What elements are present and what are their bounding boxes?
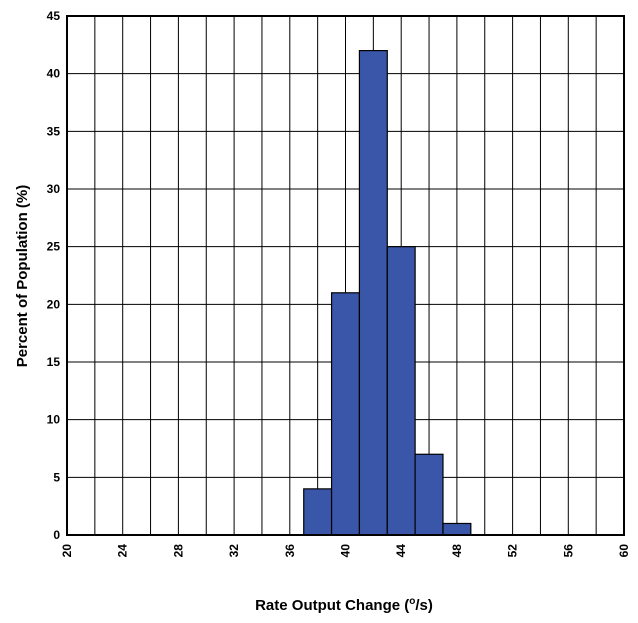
histogram-bar xyxy=(414,453,444,536)
y-tick-label: 40 xyxy=(47,67,61,81)
x-tick-label: 56 xyxy=(561,544,575,558)
y-tick-label: 45 xyxy=(47,9,61,23)
x-tick-label: 60 xyxy=(617,544,631,558)
histogram-bars xyxy=(303,49,472,536)
histogram-bar xyxy=(303,488,333,536)
x-tick-label: 44 xyxy=(394,544,408,558)
grid-lines xyxy=(67,16,624,535)
histogram-bar xyxy=(358,49,388,536)
x-axis-title-tail: /s) xyxy=(415,597,433,614)
histogram-bar xyxy=(330,292,361,536)
histogram-bar xyxy=(386,246,416,536)
histogram-bar xyxy=(442,522,472,536)
y-tick-label: 0 xyxy=(53,528,60,542)
y-tick-label: 5 xyxy=(53,470,60,484)
y-axis-title: Percent of Population (%) xyxy=(14,185,31,368)
y-tick-labels: 0 5 10 15 20 25 30 35 40 45 xyxy=(47,9,61,542)
y-tick-label: 35 xyxy=(47,124,61,138)
y-tick-label: 30 xyxy=(47,182,61,196)
y-tick-label: 10 xyxy=(47,413,61,427)
x-tick-label: 32 xyxy=(227,544,241,558)
plot-frame xyxy=(66,15,625,536)
y-tick-label: 20 xyxy=(47,297,61,311)
x-axis-title-superscript: o xyxy=(409,596,415,607)
x-axis-title: Rate Output Change (o/s) xyxy=(255,596,433,614)
y-tick-label: 15 xyxy=(47,355,61,369)
x-tick-label: 52 xyxy=(506,544,520,558)
x-axis-title-main: Rate Output Change ( xyxy=(255,597,409,614)
plot-border xyxy=(66,15,625,536)
x-tick-label: 24 xyxy=(116,544,130,558)
x-tick-label: 36 xyxy=(283,544,297,558)
x-tick-label: 28 xyxy=(171,544,185,558)
x-tick-label: 48 xyxy=(450,544,464,558)
x-tick-label: 20 xyxy=(60,544,74,558)
y-tick-label: 25 xyxy=(47,240,61,254)
x-tick-label: 40 xyxy=(339,544,353,558)
x-tick-labels: 20 24 28 32 36 40 44 48 52 56 60 xyxy=(60,544,631,558)
